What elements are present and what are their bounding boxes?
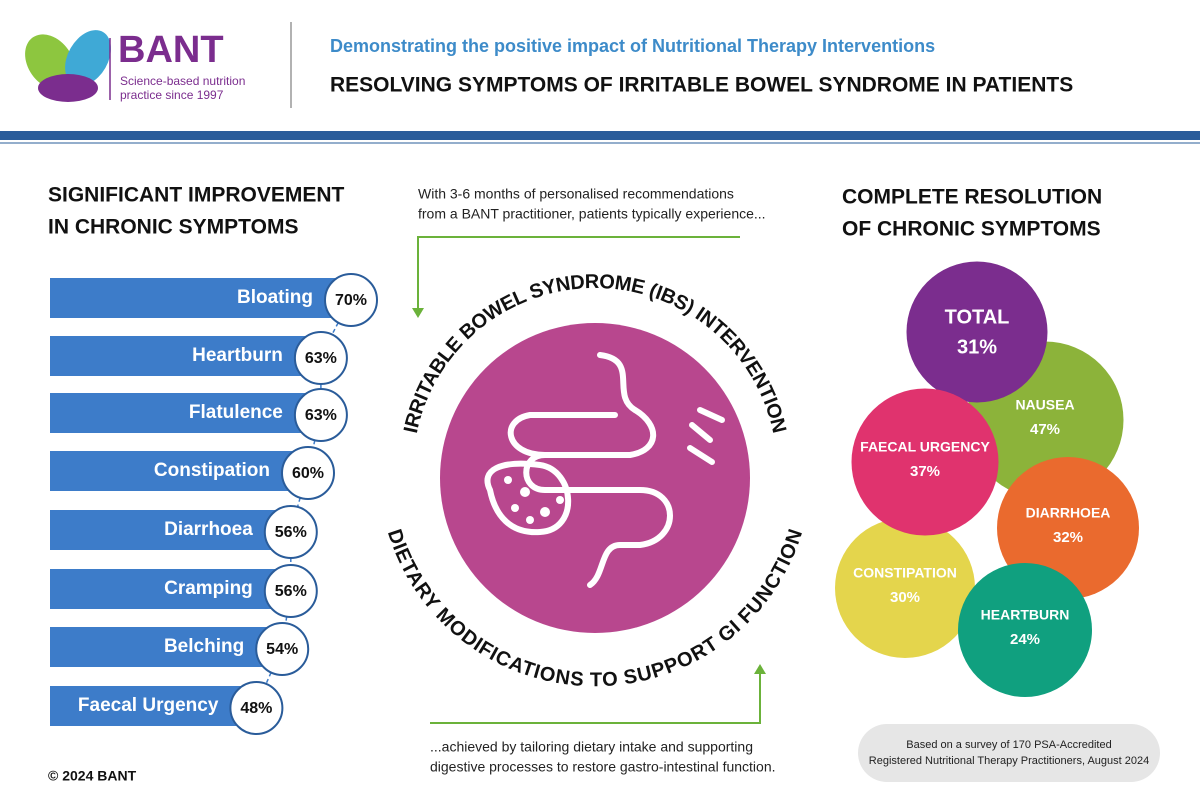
copyright: © 2024 BANT — [48, 768, 137, 784]
bar — [50, 510, 291, 550]
footnote: Registered Nutritional Therapy Practitio… — [869, 755, 1149, 767]
bubble-label: NAUSEA — [1015, 397, 1074, 413]
intro-text: from a BANT practitioner, patients typic… — [418, 206, 766, 222]
subtitle: Demonstrating the positive impact of Nut… — [330, 36, 935, 56]
category-label: Belching — [164, 636, 244, 657]
icon-dots — [504, 476, 564, 524]
value-label: 48% — [240, 700, 272, 717]
tagline: Science-based nutrition — [120, 74, 245, 88]
title: RESOLVING SYMPTOMS OF IRRITABLE BOWEL SY… — [330, 74, 1073, 97]
category-label: Diarrhoea — [164, 519, 253, 540]
bubble-label: CONSTIPATION — [853, 565, 957, 581]
value-badge — [263, 505, 318, 559]
bubble-value: 37% — [910, 463, 940, 480]
category-label: Constipation — [154, 460, 270, 481]
outro-text: digestive processes to restore gastro-in… — [430, 759, 776, 775]
bar — [50, 627, 283, 667]
bubble-chart: NAUSEA 47% TOTAL 31% CONSTIPATION 30% FAECAL U… — [835, 261, 1139, 697]
value-badge — [229, 681, 284, 735]
value-label: 63% — [305, 407, 337, 424]
logo — [25, 30, 111, 102]
chart-title: SIGNIFICANT IMPROVEMENT — [48, 184, 345, 207]
bubble — [906, 261, 1048, 403]
bar — [50, 336, 321, 376]
intro-text: With 3-6 months of personalised recommen… — [418, 186, 734, 202]
chart-title: IN CHRONIC SYMPTOMS — [48, 216, 298, 239]
bar — [50, 278, 351, 318]
bubble-label: FAECAL URGENCY — [860, 439, 990, 455]
value-badge — [255, 622, 310, 676]
bar — [50, 393, 321, 433]
bubble — [835, 518, 975, 658]
bar — [50, 569, 291, 609]
tagline: practice since 1997 — [120, 88, 224, 102]
bubble-label: HEARTBURN — [981, 607, 1070, 623]
chart-title: COMPLETE RESOLUTION — [842, 186, 1102, 209]
bubble — [851, 388, 999, 536]
value-label: 54% — [266, 641, 298, 658]
value-badge — [324, 273, 378, 327]
value-badge — [293, 331, 348, 385]
bar-chart: Bloating 70% Heartburn 63% Flatulence 63% Cons… — [50, 273, 378, 735]
category-label: Cramping — [164, 578, 253, 599]
bubble-value: 31% — [957, 336, 997, 358]
bubble-value: 30% — [890, 589, 920, 606]
chart-title: OF CHRONIC SYMPTOMS — [842, 218, 1101, 241]
footnote: Based on a survey of 170 PSA-Accredited — [906, 739, 1111, 751]
value-label: 56% — [275, 583, 307, 600]
bubble — [958, 563, 1092, 697]
logo-text: BANT — [118, 29, 224, 71]
value-label: 70% — [335, 292, 367, 309]
value-label: 56% — [275, 524, 307, 541]
bubble-value: 24% — [1010, 631, 1040, 648]
bubble-label: TOTAL — [945, 306, 1010, 328]
bar — [50, 686, 257, 726]
value-badge — [293, 388, 348, 442]
bubble-value: 47% — [1030, 421, 1060, 438]
bubble-label: DIARRHOEA — [1026, 505, 1111, 521]
category-label: Heartburn — [192, 345, 283, 366]
bar — [50, 451, 308, 491]
category-label: Flatulence — [189, 402, 283, 423]
value-label: 63% — [305, 350, 337, 367]
bubble-value: 32% — [1053, 529, 1083, 546]
category-label: Bloating — [237, 287, 313, 308]
outro-text: ...achieved by tailoring dietary intake … — [430, 739, 753, 755]
intestine-icon — [484, 352, 725, 588]
center-circle — [440, 323, 750, 633]
value-badge — [281, 446, 335, 500]
value-label: 60% — [292, 465, 324, 482]
category-label: Faecal Urgency — [78, 695, 219, 716]
value-badge — [263, 564, 318, 618]
